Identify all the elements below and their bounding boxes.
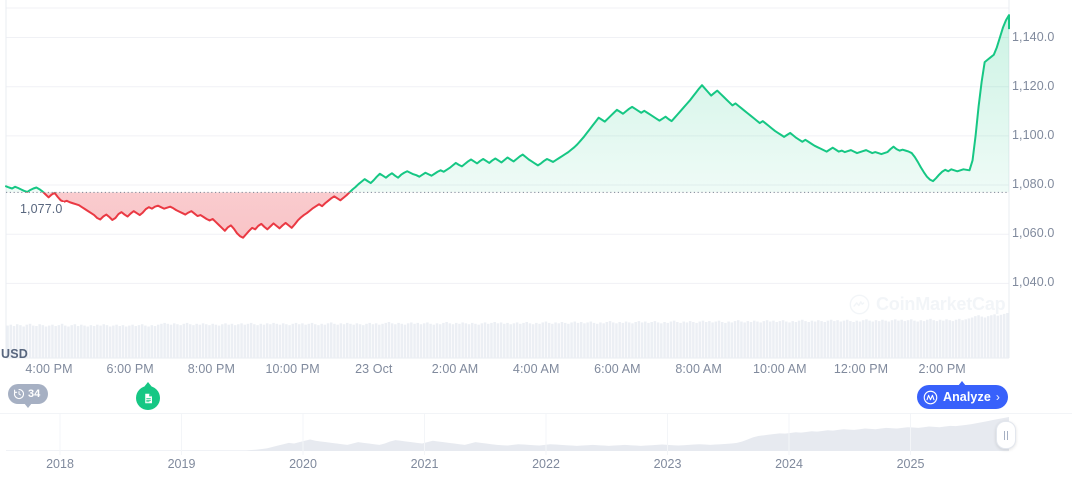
navigator-year-tick-label: 2023 <box>653 457 682 471</box>
x-axis-tick-label: 10:00 AM <box>752 362 807 376</box>
chevron-right-icon: › <box>995 390 1000 404</box>
y-axis-tick-label: 1,140.0 <box>1012 29 1055 44</box>
navigator-year-labels: 2018 2019 2020 2021 2022 2023 2024 2025 <box>0 457 1010 477</box>
y-axis-tick-label: 1,100.0 <box>1012 127 1055 142</box>
x-axis-tick-label: 6:00 PM <box>106 362 154 376</box>
navigator-year-tick-label: 2022 <box>532 457 560 471</box>
analyze-button[interactable]: Analyze › <box>916 381 1008 409</box>
x-axis-tick-label: 23 Oct <box>355 362 393 376</box>
x-axis-tick-label: 8:00 AM <box>675 362 722 376</box>
navigator-year-tick-label: 2025 <box>896 457 925 471</box>
y-axis-labels: 1,140.0 1,120.0 1,100.0 1,080.0 1,060.0 1,040… <box>1012 0 1072 360</box>
navigator-right-handle[interactable] <box>996 421 1016 449</box>
x-axis-tick-label: 12:00 PM <box>833 362 889 376</box>
document-icon <box>144 393 152 403</box>
x-axis-tick-label: 4:00 AM <box>512 362 560 376</box>
history-events-pill[interactable]: 34 <box>8 384 49 408</box>
navigator-year-tick-label: 2021 <box>410 457 439 471</box>
x-axis-tick-label: 2:00 PM <box>918 362 966 376</box>
baseline-price-label: 1,077.0 <box>14 202 65 216</box>
y-axis-tick-label: 1,080.0 <box>1012 177 1055 192</box>
clock-history-icon <box>13 388 25 400</box>
x-axis-tick-label: 6:00 AM <box>594 362 641 376</box>
navigator-year-tick-label: 2024 <box>775 457 803 471</box>
last-price-badge: 1,149.1 <box>1007 23 1063 46</box>
x-axis-tick-label: 2:00 AM <box>431 362 479 376</box>
history-events-count: 34 <box>28 388 41 400</box>
drag-handle-icon <box>1004 430 1005 440</box>
navigator-year-tick-label: 2019 <box>167 457 196 471</box>
last-price-value: 1,149.1 <box>1014 27 1057 42</box>
event-markers-row: 34 <box>0 382 1072 410</box>
drag-handle-icon <box>1007 430 1008 440</box>
navigator-series-svg <box>0 413 1072 455</box>
y-axis-unit: USD <box>1 347 28 361</box>
range-navigator[interactable] <box>0 413 1072 455</box>
x-axis-tick-label: 8:00 PM <box>187 362 236 376</box>
price-series-svg <box>5 0 1010 359</box>
x-axis-labels: 4:00 PM 6:00 PM 8:00 PM 10:00 PM 23 Oct 2:00 … <box>0 362 1010 382</box>
navigator-year-tick-label: 2020 <box>289 457 317 471</box>
x-axis-tick-label: 4:00 PM <box>25 362 73 376</box>
y-axis-tick-label: 1,040.0 <box>1012 275 1055 290</box>
analyze-circle-icon <box>923 390 938 404</box>
main-plot-area[interactable] <box>0 0 1072 360</box>
navigator-year-tick-label: 2018 <box>46 457 74 471</box>
y-axis-tick-label: 1,120.0 <box>1012 78 1055 93</box>
y-axis-tick-label: 1,060.0 <box>1012 226 1055 241</box>
x-axis-tick-label: 10:00 PM <box>265 362 320 376</box>
news-event-marker[interactable] <box>136 382 160 410</box>
analyze-button-label: Analyze <box>942 390 991 404</box>
